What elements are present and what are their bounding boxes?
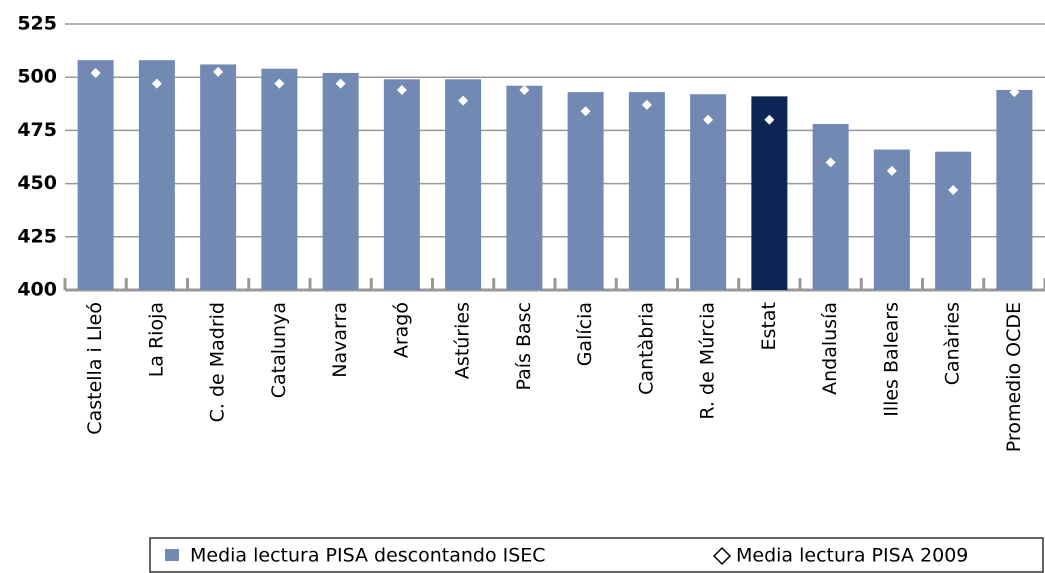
bar bbox=[812, 124, 849, 291]
bar bbox=[628, 92, 665, 290]
x-tick-label: Castella i Lleó bbox=[84, 302, 106, 435]
marker bbox=[948, 184, 959, 195]
y-tick-label: 525 bbox=[17, 13, 57, 35]
bar bbox=[445, 79, 482, 290]
bar bbox=[322, 72, 359, 290]
marker bbox=[825, 157, 836, 168]
legend-label: Media lectura PISA descontando ISEC bbox=[190, 545, 546, 567]
y-tick-label: 450 bbox=[17, 172, 57, 194]
bar bbox=[383, 79, 420, 290]
bar bbox=[261, 68, 298, 290]
x-tick-label: País Basc bbox=[513, 302, 535, 391]
marker bbox=[886, 165, 897, 176]
y-tick-label: 500 bbox=[17, 66, 57, 88]
x-tick-label: Promedio OCDE bbox=[1003, 302, 1025, 452]
bar bbox=[935, 151, 972, 290]
bar bbox=[567, 92, 604, 290]
bar bbox=[138, 60, 175, 291]
marker bbox=[764, 114, 775, 125]
legend-label: Media lectura PISA 2009 bbox=[736, 545, 968, 567]
bar bbox=[690, 94, 727, 290]
marker bbox=[90, 67, 101, 78]
x-tick-label: Cantàbria bbox=[635, 302, 657, 395]
bar bbox=[751, 96, 788, 291]
x-tick-label: C. de Madrid bbox=[207, 302, 229, 422]
x-tick-label: Andalusía bbox=[819, 302, 841, 395]
bar bbox=[996, 89, 1033, 290]
y-tick-label: 400 bbox=[17, 279, 57, 301]
x-tick-label: Canàries bbox=[942, 302, 964, 385]
x-tick-label: R. de Múrcia bbox=[697, 302, 719, 420]
bar bbox=[200, 64, 237, 290]
bar bbox=[506, 85, 543, 290]
x-tick-label: Illes Balears bbox=[880, 302, 902, 417]
y-tick-label: 425 bbox=[17, 225, 57, 247]
marker bbox=[641, 99, 652, 110]
legend-symbol bbox=[712, 546, 732, 566]
marker bbox=[274, 78, 285, 89]
legend-swatch bbox=[165, 549, 179, 561]
y-tick-label: 475 bbox=[17, 119, 57, 141]
x-tick-label: Aragó bbox=[390, 302, 412, 358]
marker bbox=[1009, 87, 1020, 98]
marker bbox=[213, 66, 224, 77]
legend-box bbox=[149, 537, 1044, 573]
bar bbox=[77, 60, 114, 291]
x-tick-label: Estat bbox=[758, 302, 780, 350]
marker bbox=[396, 84, 407, 95]
marker bbox=[458, 95, 469, 106]
x-tick-label: Astúries bbox=[452, 302, 474, 379]
marker bbox=[703, 114, 714, 125]
x-tick-label: La Rioja bbox=[145, 302, 167, 377]
marker bbox=[335, 78, 346, 89]
x-tick-label: Navarra bbox=[329, 302, 351, 378]
marker bbox=[151, 78, 162, 89]
marker bbox=[580, 106, 591, 117]
x-tick-label: Catalunya bbox=[268, 302, 290, 398]
x-tick-label: Galícia bbox=[574, 302, 596, 366]
marker bbox=[519, 84, 530, 95]
